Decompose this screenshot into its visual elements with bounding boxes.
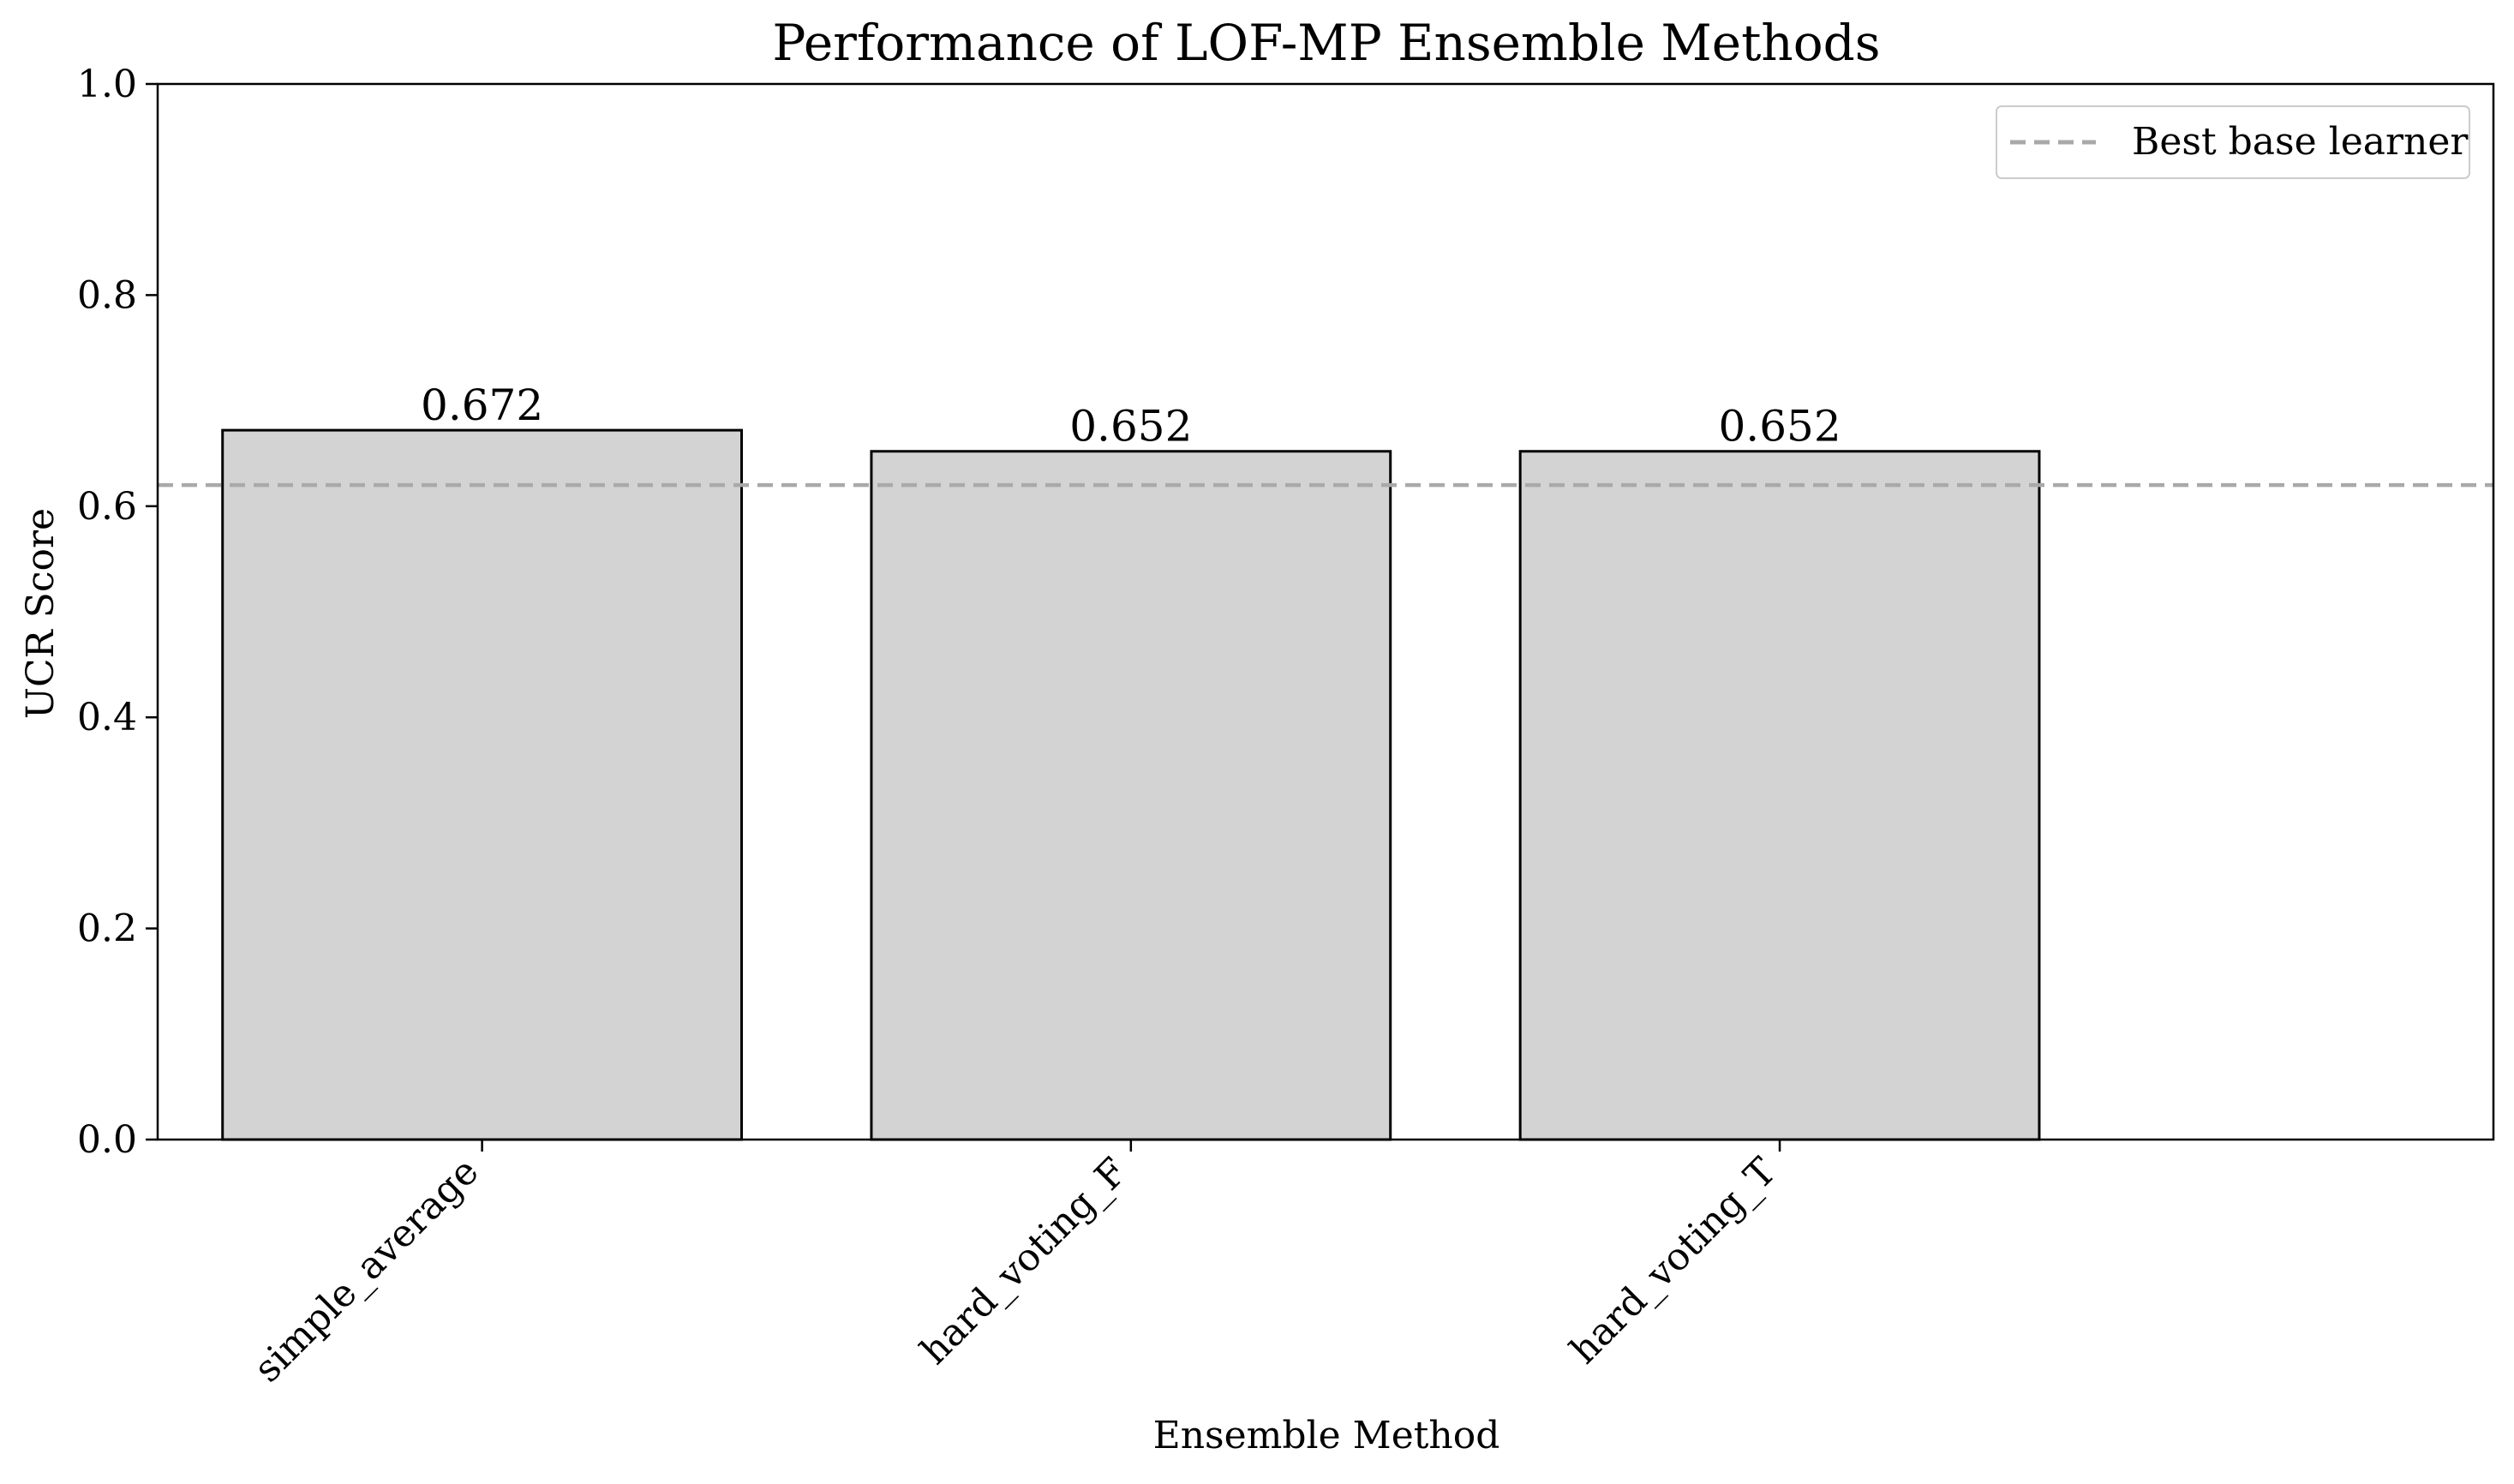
y-tick-label: 0.0 <box>77 1118 137 1162</box>
y-tick-label: 0.8 <box>77 273 137 317</box>
axes-layer <box>146 82 2495 1152</box>
plot-frame <box>156 82 2495 1141</box>
x-axis-label: Ensemble Method <box>1153 1414 1500 1457</box>
y-tick-label: 0.6 <box>77 485 137 529</box>
bar-hard_voting_T <box>1518 450 2041 1141</box>
y-axis-label: UCR Score <box>19 508 63 719</box>
legend-label: Best base learner <box>2132 120 2469 164</box>
bar-simple_average <box>221 428 743 1141</box>
legend: Best base learner <box>1996 105 2470 179</box>
legend-box <box>1996 105 2470 179</box>
y-tick-label: 0.4 <box>77 696 137 739</box>
bars-layer <box>221 428 2041 1141</box>
bar-hard_voting_F <box>870 450 1392 1141</box>
bar-value-label: 0.652 <box>1718 402 1841 452</box>
y-tick-label: 0.2 <box>77 907 137 951</box>
y-tick-label: 1.0 <box>77 63 137 106</box>
bar-value-label: 0.652 <box>1069 402 1192 452</box>
chart-title: Performance of LOF-MP Ensemble Methods <box>772 14 1880 72</box>
bar-value-label: 0.672 <box>421 380 543 430</box>
